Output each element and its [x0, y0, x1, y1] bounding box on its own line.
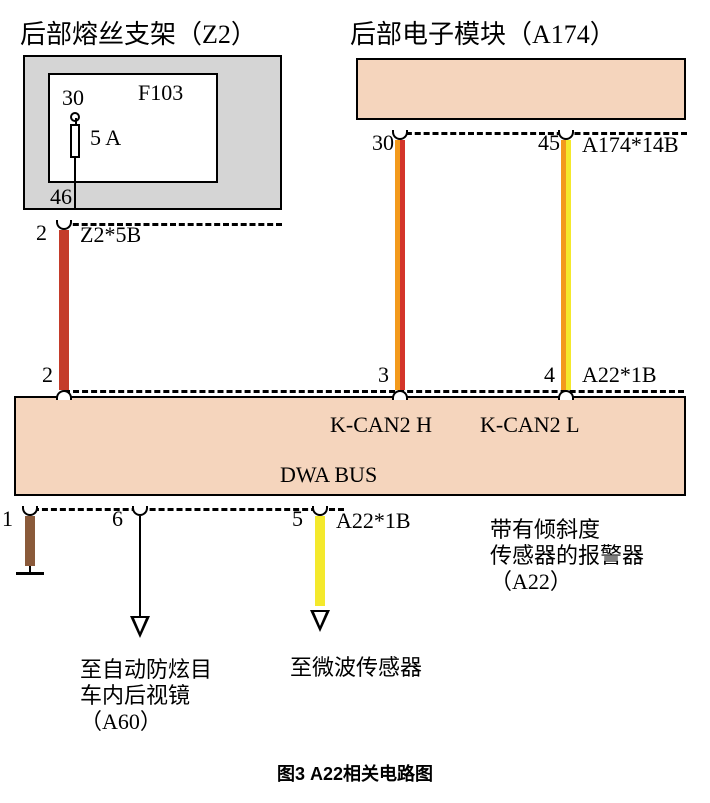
fuse-pin-30: 30 — [62, 85, 84, 111]
pin-46: 46 — [50, 184, 72, 210]
conn-tr-a22_5_yellow: A22*1B — [336, 508, 411, 534]
pinlabel-6: 6 — [112, 506, 123, 532]
a22-side-2: （A22） — [490, 564, 572, 596]
arrow-6-label-2: （A60） — [80, 704, 162, 736]
conn-top-z2_red: Z2*5B — [80, 222, 141, 248]
ground-symbol — [16, 572, 44, 575]
conn-top-a174_45_orange_yellow: A174*14B — [582, 132, 679, 158]
arrow-6-head — [130, 616, 150, 638]
pin-top-a174_30_orange_red — [392, 130, 408, 140]
pin-top-a174_45_orange_yellow — [558, 130, 574, 140]
pin-bot-a174_30_orange_red — [392, 390, 408, 400]
figure-caption: 图3 A22相关电路图 — [0, 760, 710, 786]
wire-a22_1_brown — [25, 516, 35, 566]
pin-top-a22_5_yellow — [312, 506, 328, 516]
pin-bot-a174_45_orange_yellow — [558, 390, 574, 400]
fusebox-title: 后部熔丝支架（Z2） — [20, 14, 257, 51]
wire-z2_red — [59, 230, 69, 390]
fuse-rating: 5 A — [90, 125, 121, 151]
conn-bot-a174_45_orange_yellow: A22*1B — [582, 362, 657, 388]
arrow-6-line — [139, 516, 141, 616]
pinlabel-bot-a174_45_orange_yellow: 4 — [544, 362, 555, 388]
a22-kcan2h: K-CAN2 H — [330, 412, 432, 438]
pin-6 — [132, 506, 148, 516]
a22-dwa: DWA BUS — [280, 462, 377, 488]
fuse-symbol — [70, 124, 80, 158]
pinlabel-bot-z2_red: 2 — [42, 362, 53, 388]
dash-2 — [64, 390, 684, 393]
fuse-id: F103 — [138, 80, 183, 106]
pinlabel-top-a22_1_brown: 1 — [2, 506, 13, 532]
box-module — [356, 58, 686, 120]
pin-top-a22_1_brown — [22, 506, 38, 516]
wire-a174_45_orange_yellow — [561, 140, 571, 390]
pin-top-z2_red — [56, 220, 72, 230]
module-title: 后部电子模块（A174） — [350, 14, 616, 51]
pinlabel-top-a22_5_yellow: 5 — [292, 506, 303, 532]
pinlabel-top-a174_45_orange_yellow: 45 — [538, 130, 560, 156]
wire-a174_30_orange_red — [395, 140, 405, 390]
pin-bot-z2_red — [56, 390, 72, 400]
pinlabel-top-z2_red: 2 — [36, 220, 47, 246]
pinlabel-top-a174_30_orange_red: 30 — [372, 130, 394, 156]
diagram-canvas: 后部熔丝支架（Z2）后部电子模块（A174）30F1035 A4622Z2*5B… — [0, 0, 710, 803]
arrow-5-head — [310, 610, 330, 632]
a22-kcan2l: K-CAN2 L — [480, 412, 580, 438]
arrow-5-label: 至微波传感器 — [290, 650, 422, 682]
wire-a22_5_yellow — [315, 516, 325, 606]
pinlabel-bot-a174_30_orange_red: 3 — [378, 362, 389, 388]
